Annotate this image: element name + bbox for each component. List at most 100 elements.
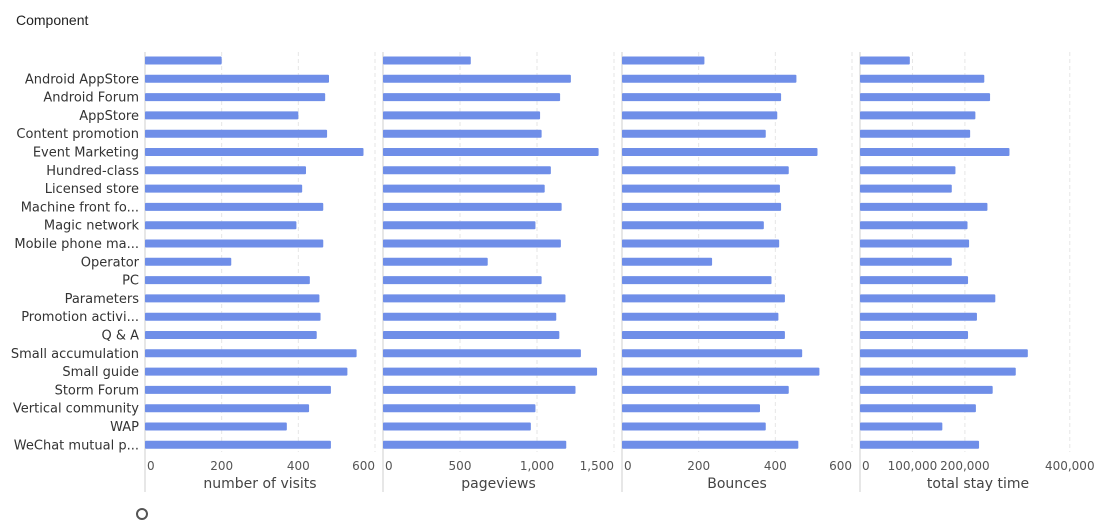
bar (860, 221, 968, 230)
bar (145, 56, 222, 65)
bar (145, 257, 232, 266)
bar (383, 93, 561, 102)
bar (145, 349, 357, 358)
category-label: Q & A (101, 329, 139, 344)
tick-label: 200 (687, 459, 710, 473)
bar (145, 312, 321, 321)
bar (622, 422, 766, 431)
bar (383, 331, 560, 339)
bar (622, 202, 782, 211)
bar (145, 367, 348, 376)
bar (383, 184, 545, 193)
bar (383, 129, 542, 138)
bar (145, 276, 310, 285)
tick-label: 100,000 (888, 459, 938, 473)
bar (622, 74, 797, 83)
bar (383, 349, 581, 358)
bar (622, 294, 785, 303)
tick-label: 0 (147, 459, 155, 473)
bar (622, 312, 779, 321)
bar (860, 440, 980, 449)
category-label: Small accumulation (11, 347, 139, 362)
bar (145, 440, 331, 449)
bar (860, 166, 956, 175)
tick-label: 600 (352, 459, 375, 473)
bar (383, 422, 531, 431)
axis-title: pageviews (461, 476, 536, 492)
category-label: PC (122, 274, 139, 289)
category-label: Content promotion (16, 127, 139, 142)
bar (860, 184, 952, 193)
bar (622, 221, 764, 230)
category-label: Android Forum (43, 91, 139, 106)
category-label: WAP (110, 420, 139, 435)
bar (383, 56, 471, 65)
tick-label: 1,500 (580, 459, 614, 473)
category-label: AppStore (79, 109, 139, 124)
bar (860, 257, 952, 266)
category-label: Operator (81, 255, 140, 270)
bar (383, 166, 551, 175)
bar (622, 239, 780, 248)
bar (622, 129, 766, 138)
category-label: WeChat mutual p... (14, 438, 139, 453)
bar (622, 349, 803, 358)
bar (860, 349, 1028, 358)
bar (145, 202, 324, 211)
axis-title: total stay time (927, 476, 1029, 492)
bar (622, 257, 713, 266)
category-label: Mobile phone ma... (14, 237, 139, 252)
bar (860, 202, 988, 211)
tick-label: 200,000 (940, 459, 990, 473)
bar (383, 74, 571, 83)
category-label: Hundred-class (46, 164, 139, 179)
bar (145, 422, 287, 431)
bar (145, 129, 328, 138)
bar (860, 74, 985, 83)
category-label: Small guide (62, 365, 139, 380)
tick-label: 400 (764, 459, 787, 473)
bar (860, 404, 976, 413)
category-label: Vertical community (13, 402, 139, 417)
bar (145, 166, 306, 175)
bar (860, 111, 976, 120)
bar (383, 111, 541, 120)
category-label: Storm Forum (55, 383, 139, 398)
bar (622, 404, 760, 413)
bar (383, 239, 561, 248)
bar (383, 294, 566, 303)
bar (145, 74, 329, 83)
bar (145, 294, 320, 303)
bar (622, 111, 778, 120)
axis-title: Bounces (707, 476, 767, 492)
bar (383, 148, 599, 156)
tick-label: 400,000 (1045, 459, 1095, 473)
bar (145, 93, 326, 102)
bar (145, 184, 303, 193)
bar (145, 111, 299, 120)
bar (145, 404, 310, 413)
bar (145, 148, 364, 156)
bar (622, 93, 782, 102)
bar (622, 148, 818, 156)
circle-icon (136, 508, 148, 520)
bar (383, 257, 488, 266)
category-label: Magic network (44, 219, 140, 234)
bar (860, 422, 943, 431)
tick-label: 500 (449, 459, 472, 473)
category-label: Promotion activi... (21, 310, 139, 325)
bar (860, 294, 996, 303)
bar (383, 440, 567, 449)
bar (383, 276, 542, 285)
bar (622, 367, 820, 376)
tick-label: 400 (287, 459, 310, 473)
bar (860, 93, 991, 102)
bar (860, 148, 1010, 156)
bar (383, 202, 562, 211)
bar (145, 221, 297, 230)
bar (622, 166, 789, 175)
bar (622, 276, 772, 285)
bar (860, 239, 970, 248)
bar (860, 129, 971, 138)
